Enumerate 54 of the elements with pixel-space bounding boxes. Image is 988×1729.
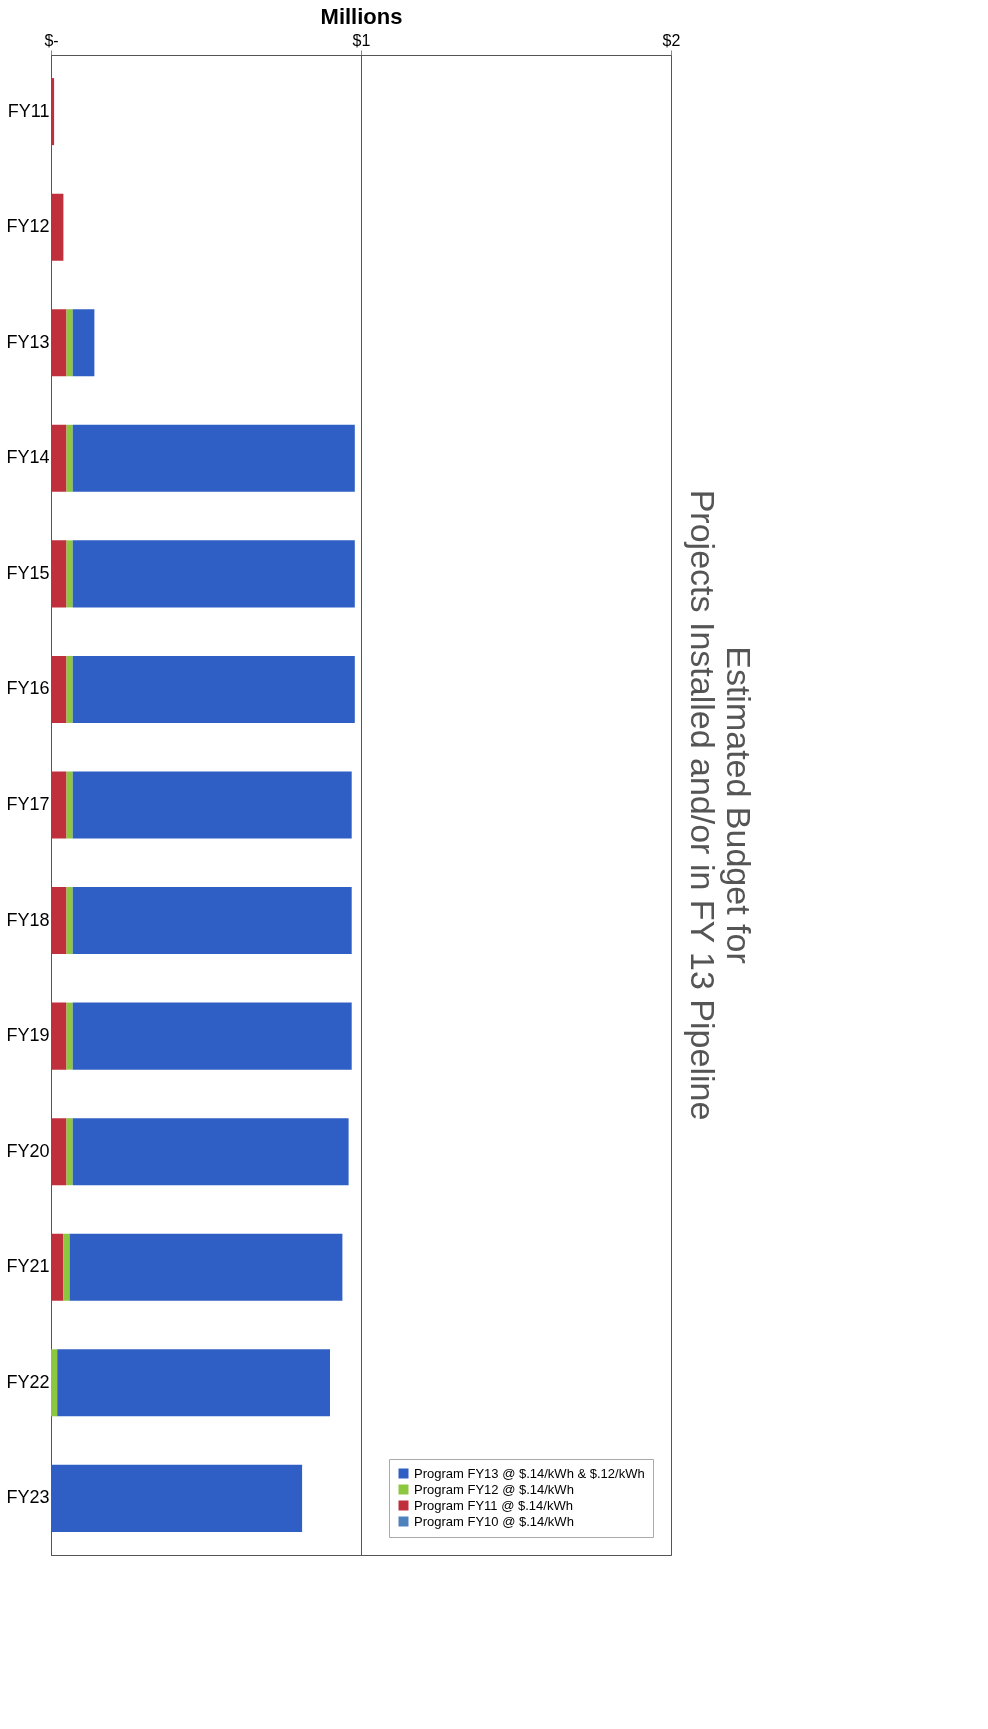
legend-label: Program FY11 @ $.14/kWh — [414, 1497, 573, 1513]
bar — [51, 424, 67, 492]
y-tick-label: FY12 — [6, 216, 50, 237]
x-tick-label: $2 — [662, 31, 681, 49]
bar — [51, 1464, 303, 1532]
bar — [57, 1349, 330, 1417]
bar — [66, 1002, 73, 1070]
bar — [72, 424, 355, 492]
bar — [69, 1233, 343, 1301]
bar — [72, 1118, 349, 1186]
bar — [51, 309, 67, 377]
x-tick-label: $- — [44, 31, 59, 49]
bar — [66, 309, 73, 377]
bar — [51, 193, 64, 261]
y-tick-label: FY22 — [6, 1371, 50, 1392]
bar — [72, 655, 355, 723]
legend-label: Program FY13 @ $.14/kWh & $.12/kWh — [414, 1465, 645, 1481]
x-tick-label: $1 — [352, 31, 371, 49]
bar — [51, 771, 67, 839]
y-tick-label: FY18 — [6, 909, 50, 930]
legend-label: Program FY12 @ $.14/kWh — [414, 1481, 574, 1497]
y-tick-label: FY16 — [6, 678, 50, 699]
bar — [72, 1002, 352, 1070]
bar — [51, 1002, 67, 1070]
bar — [66, 540, 73, 608]
bar — [51, 540, 67, 608]
bar — [72, 540, 355, 608]
y-tick-label: FY15 — [6, 562, 50, 583]
bar — [66, 1118, 73, 1186]
bar — [63, 1233, 70, 1301]
y-tick-label: FY11 — [7, 100, 50, 121]
bar — [72, 887, 352, 955]
y-tick-label: FY20 — [6, 1140, 50, 1161]
y-tick-label: FY14 — [6, 447, 50, 468]
legend-label: Program FY10 @ $.14/kWh — [414, 1513, 574, 1529]
bar — [66, 887, 73, 955]
bar — [51, 1349, 58, 1417]
bar — [51, 78, 55, 146]
bar — [51, 1233, 64, 1301]
bar — [66, 424, 73, 492]
y-tick-label: FY23 — [6, 1487, 50, 1508]
bar — [72, 771, 352, 839]
text: Estimated Budget for Projects Installed and/or in FY 13 Pipeline — [683, 489, 758, 1121]
y-tick-label: FY19 — [6, 1025, 50, 1046]
bar — [72, 309, 95, 377]
bar — [51, 887, 67, 955]
y-tick-label: FY13 — [6, 331, 50, 352]
bar — [51, 1118, 67, 1186]
x-axis-title: Millions — [320, 3, 403, 29]
y-tick-label: FY21 — [6, 1256, 50, 1277]
y-tick-label: FY17 — [6, 794, 50, 814]
bar — [66, 655, 73, 723]
bar — [66, 771, 73, 839]
bar — [51, 655, 67, 723]
